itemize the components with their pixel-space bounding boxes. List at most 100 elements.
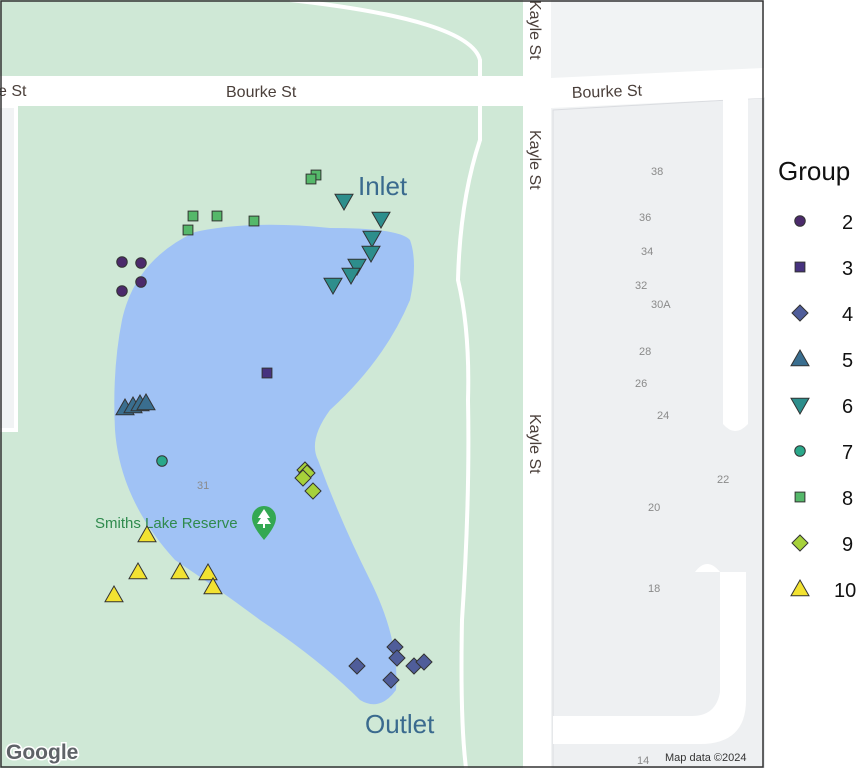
point-group-6 (361, 245, 381, 264)
city-block (551, 0, 764, 72)
legend-symbol-triangle-up-icon (790, 578, 810, 597)
point-group-10 (137, 524, 157, 543)
legend-label: 7 (842, 442, 854, 464)
road-kayle-st (523, 0, 551, 768)
legend-marker (794, 261, 806, 273)
point-group-10 (128, 561, 148, 580)
point-group-8 (211, 210, 223, 222)
map-frame (0, 0, 764, 768)
point-group-4 (382, 671, 400, 689)
legend-label: 10 (834, 580, 857, 602)
observation-points (104, 169, 433, 689)
house-number: 28 (639, 346, 651, 358)
point-group-8 (182, 224, 194, 236)
point-group-10 (104, 584, 124, 603)
point-group-10 (170, 561, 190, 580)
point-group-4 (348, 657, 366, 675)
legend-symbol-square-icon (794, 261, 806, 273)
poi-marker[interactable] (252, 506, 276, 540)
legend-item-5: 5 (788, 346, 864, 376)
road-bourke-st (551, 68, 764, 108)
map-data-attribution: Map data ©2024 (665, 752, 747, 764)
street-label: Bourke St (572, 83, 643, 102)
inlet-label: Inlet (358, 171, 408, 201)
point-group-4 (415, 653, 433, 671)
point-group-5 (136, 392, 156, 411)
house-number: 20 (648, 502, 660, 514)
point-group-6 (323, 277, 343, 296)
side-road (723, 98, 748, 431)
point-group-8 (248, 215, 260, 227)
legend-marker (790, 397, 810, 416)
point-group-10 (203, 576, 223, 595)
street-label: Kayle St (526, 130, 543, 190)
house-number: 26 (635, 378, 647, 390)
road-bourke-st (0, 76, 523, 106)
legend-label: 4 (842, 304, 854, 326)
legend-marker (791, 304, 809, 322)
point-group-9 (304, 482, 322, 500)
legend-symbol-square-icon (794, 491, 806, 503)
legend-label: 9 (842, 534, 854, 556)
tree-trunk (263, 524, 265, 528)
point-group-10 (198, 562, 218, 581)
house-number: 38 (651, 166, 663, 178)
legend-item-2: 2 (788, 208, 864, 238)
point-group-7 (156, 455, 168, 467)
legend-symbol-circle-icon (794, 445, 806, 457)
legend-symbol-diamond-icon (791, 304, 809, 322)
street-label: Bourke St (226, 84, 297, 101)
street-label: Kayle St (526, 414, 543, 474)
side-road (553, 564, 746, 744)
legend-marker (794, 491, 806, 503)
point-group-6 (371, 211, 391, 230)
point-group-6 (362, 230, 382, 249)
legend-label: 6 (842, 396, 854, 418)
legend-marker (794, 445, 806, 457)
legend-marker (794, 215, 806, 227)
legend-marker (790, 348, 810, 367)
house-number: 36 (639, 212, 651, 224)
house-number: 32 (635, 280, 647, 292)
house-number: 30A (651, 299, 671, 311)
legend-label: 2 (842, 212, 854, 234)
city-block (552, 97, 765, 768)
point-group-8 (305, 173, 317, 185)
legend-item-8: 8 (788, 484, 864, 514)
lake (114, 224, 415, 705)
legend-label: 8 (842, 488, 854, 510)
point-group-6 (347, 258, 367, 277)
point-group-8 (187, 210, 199, 222)
point-group-3 (261, 367, 273, 379)
legend-item-4: 4 (788, 300, 864, 330)
point-group-2 (135, 276, 147, 288)
legend-item-6: 6 (788, 392, 864, 422)
house-number: 22 (717, 474, 729, 486)
point-group-6 (341, 267, 361, 286)
point-group-2 (116, 285, 128, 297)
legend-label: 3 (842, 258, 854, 280)
legend-symbol-circle-icon (794, 215, 806, 227)
legend-item-9: 9 (788, 530, 864, 560)
outlet-label: Outlet (365, 709, 435, 739)
point-group-9 (294, 469, 312, 487)
house-number: 18 (648, 583, 660, 595)
point-group-2 (135, 257, 147, 269)
legend-item-3: 3 (788, 254, 864, 284)
legend-item-7: 7 (788, 438, 864, 468)
legend-symbol-triangle-down-icon (790, 397, 810, 416)
city-block (0, 108, 14, 428)
house-numbers: 38 36 34 32 30A 28 26 24 22 20 18 14 31 (197, 166, 729, 767)
street-label: Kayle St (526, 0, 543, 60)
legend-marker (790, 578, 810, 597)
tree-glyph (257, 509, 271, 524)
point-group-6 (334, 193, 354, 212)
house-number: 31 (197, 480, 209, 492)
legend-label: 5 (842, 350, 854, 372)
legend-marker (791, 534, 809, 552)
point-group-4 (388, 649, 406, 667)
poi-label[interactable]: Smiths Lake Reserve (95, 515, 238, 532)
house-number: 24 (657, 410, 669, 422)
park-path (289, 0, 482, 768)
